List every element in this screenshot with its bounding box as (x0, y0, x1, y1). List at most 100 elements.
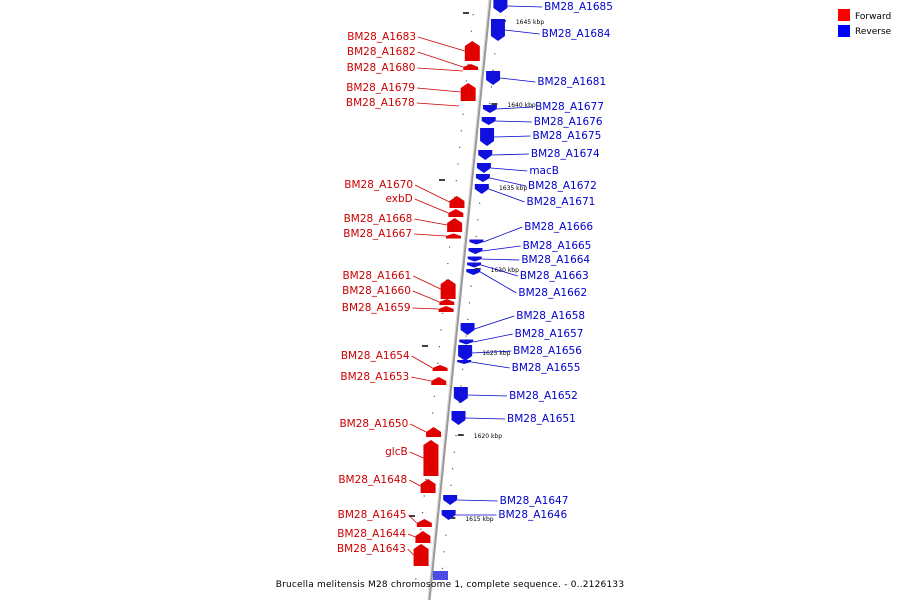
forward-gene-feature[interactable] (440, 279, 456, 299)
reverse-gene-label[interactable]: BM28_A1666 (524, 221, 593, 233)
reverse-gene-label[interactable]: BM28_A1655 (512, 362, 581, 374)
forward-gene-connector (416, 87, 461, 93)
reverse-gene-feature[interactable] (453, 387, 468, 403)
reverse-gene-label[interactable]: BM28_A1675 (532, 130, 601, 142)
label-layer: BM28_A1683 BM28_A1682 BM28_A1680 BM28_A1679… (337, 1, 613, 556)
reverse-gene-label[interactable]: BM28_A1684 (542, 28, 611, 40)
reverse-gene-label[interactable]: BM28_A1657 (515, 328, 584, 340)
reverse-gene-label[interactable]: BM28_A1651 (507, 413, 576, 425)
reverse-gene-label[interactable]: BM28_A1676 (534, 116, 603, 128)
forward-gene-feature[interactable] (431, 377, 447, 385)
reverse-gene-feature[interactable] (467, 262, 482, 268)
reverse-gene-feature[interactable] (443, 495, 458, 505)
reverse-gene-label[interactable]: BM28_A1672 (528, 180, 597, 192)
reverse-gene-label[interactable]: macB (529, 165, 559, 177)
reverse-gene-feature[interactable] (493, 0, 508, 13)
forward-gene-label[interactable]: BM28_A1659 (342, 302, 411, 314)
reverse-gene-label[interactable]: BM28_A1647 (500, 495, 569, 507)
gene-layer (413, 0, 508, 580)
reverse-gene-feature[interactable] (457, 360, 472, 364)
forward-gene-label[interactable]: BM28_A1660 (342, 285, 411, 297)
reverse-gene-feature[interactable] (480, 128, 495, 146)
forward-gene-feature[interactable] (415, 531, 431, 543)
forward-gene-feature[interactable] (423, 440, 439, 476)
forward-gene-label[interactable]: BM28_A1650 (339, 418, 408, 430)
forward-gene-feature[interactable] (447, 218, 463, 232)
forward-gene-feature[interactable] (439, 299, 455, 305)
reverse-gene-feature[interactable] (490, 19, 505, 41)
reverse-gene-connector (483, 226, 523, 243)
reverse-gene-label[interactable]: BM28_A1677 (535, 101, 604, 113)
reverse-gene-label[interactable]: BM28_A1685 (544, 1, 613, 13)
forward-gene-label[interactable]: BM28_A1653 (340, 371, 409, 383)
forward-gene-label[interactable]: glcB (385, 446, 408, 458)
minor-tick (447, 263, 449, 265)
forward-gene-label[interactable]: BM28_A1668 (344, 213, 413, 225)
forward-gene-label[interactable]: BM28_A1680 (347, 62, 416, 74)
forward-gene-feature[interactable] (420, 479, 436, 493)
forward-gene-label[interactable]: BM28_A1683 (347, 31, 416, 43)
forward-gene-label[interactable]: BM28_A1645 (338, 509, 407, 521)
forward-gene-label[interactable]: BM28_A1644 (337, 528, 406, 540)
forward-gene-label[interactable]: BM28_A1679 (346, 82, 415, 94)
legend-forward-label: Forward (855, 12, 891, 22)
forward-gene-label[interactable]: exbD (386, 193, 413, 205)
minor-tick (494, 53, 496, 55)
reverse-gene-label[interactable]: BM28_A1664 (521, 254, 590, 266)
reverse-gene-feature[interactable] (475, 174, 490, 182)
forward-gene-feature[interactable] (460, 83, 476, 101)
forward-gene-label[interactable]: BM28_A1678 (346, 97, 415, 109)
forward-gene-label[interactable]: BM28_A1670 (344, 179, 413, 191)
reverse-gene-label[interactable]: BM28_A1681 (537, 76, 606, 88)
reverse-gene-label[interactable]: BM28_A1652 (509, 390, 578, 402)
reverse-gene-feature[interactable] (458, 345, 473, 361)
reverse-gene-label[interactable]: BM28_A1663 (520, 270, 589, 282)
reverse-gene-feature[interactable] (476, 163, 491, 173)
reverse-gene-label[interactable]: BM28_A1658 (516, 310, 585, 322)
reverse-gene-label[interactable]: BM28_A1662 (518, 287, 587, 299)
minor-tick (425, 478, 427, 480)
minor-tick (470, 30, 473, 32)
reverse-gene-feature[interactable] (474, 184, 489, 194)
forward-gene-label[interactable]: BM28_A1654 (341, 350, 410, 362)
forward-gene-feature[interactable] (426, 427, 442, 437)
forward-gene-label[interactable]: BM28_A1661 (342, 270, 411, 282)
reverse-gene-feature-partial[interactable] (433, 571, 448, 580)
forward-gene-connector (412, 290, 440, 303)
reverse-gene-feature[interactable] (441, 510, 456, 520)
reverse-gene-feature[interactable] (451, 411, 466, 425)
forward-gene-feature[interactable] (416, 519, 432, 527)
reverse-gene-feature[interactable] (486, 71, 501, 85)
reverse-gene-feature[interactable] (478, 150, 493, 160)
reverse-gene-feature[interactable] (482, 105, 497, 113)
reverse-gene-feature[interactable] (466, 269, 481, 275)
reverse-gene-feature[interactable] (469, 239, 484, 245)
forward-gene-feature[interactable] (413, 544, 429, 566)
reverse-gene-label[interactable]: BM28_A1646 (498, 509, 567, 521)
forward-gene-feature[interactable] (438, 306, 454, 312)
reverse-gene-feature[interactable] (460, 323, 475, 335)
forward-gene-feature[interactable] (464, 41, 480, 61)
minor-tick (462, 368, 464, 370)
forward-gene-connector (408, 479, 421, 487)
reverse-gene-label[interactable]: BM28_A1665 (523, 240, 592, 252)
reverse-gene-label[interactable]: BM28_A1674 (531, 148, 600, 160)
forward-gene-feature[interactable] (448, 209, 464, 217)
forward-gene-label[interactable]: BM28_A1648 (338, 474, 407, 486)
forward-gene-feature[interactable] (446, 233, 462, 239)
forward-gene-feature[interactable] (463, 64, 479, 70)
reverse-gene-feature[interactable] (468, 248, 483, 254)
reverse-gene-feature[interactable] (467, 256, 482, 262)
reverse-gene-feature[interactable] (459, 339, 474, 345)
minor-tick (467, 318, 469, 320)
forward-gene-connector (410, 423, 427, 433)
reverse-gene-label[interactable]: BM28_A1671 (527, 196, 596, 208)
reverse-gene-label[interactable]: BM28_A1656 (513, 345, 582, 357)
forward-gene-feature[interactable] (449, 196, 465, 208)
forward-gene-label[interactable]: BM28_A1643 (337, 543, 406, 555)
forward-gene-label[interactable]: BM28_A1682 (347, 46, 416, 58)
forward-gene-label[interactable]: BM28_A1667 (343, 228, 412, 240)
forward-gene-feature[interactable] (432, 365, 448, 371)
minor-tick (465, 80, 468, 82)
reverse-gene-feature[interactable] (481, 117, 496, 125)
